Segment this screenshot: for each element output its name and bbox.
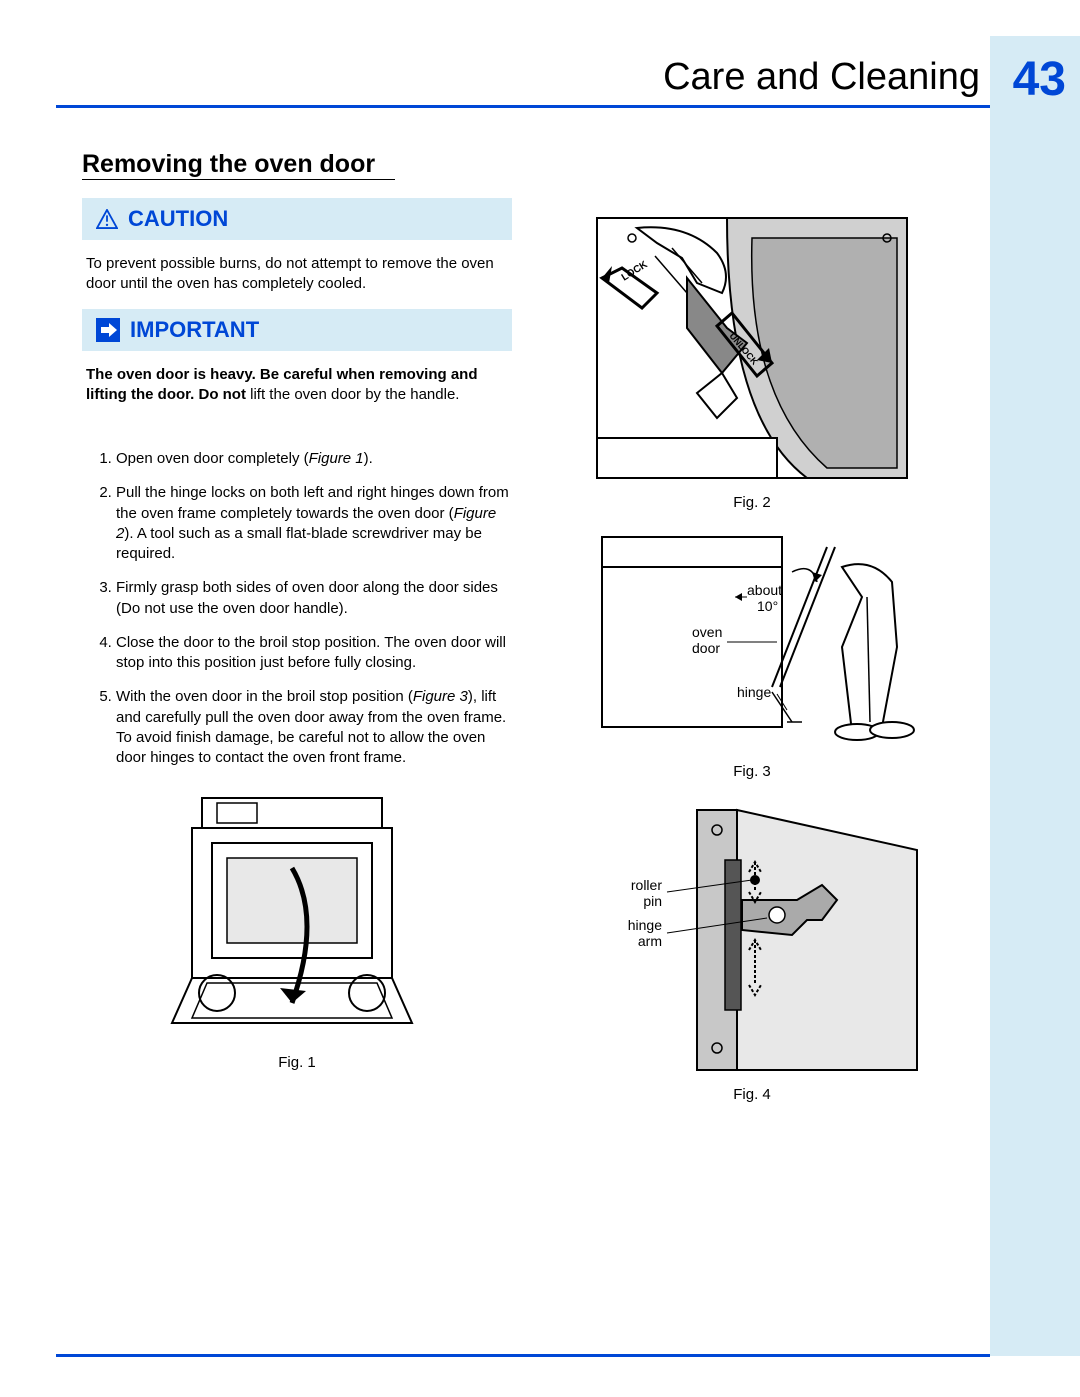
figure-1: Fig. 1 <box>82 788 512 1071</box>
page-number: 43 <box>1013 52 1066 107</box>
caution-body: To prevent possible burns, do not attemp… <box>82 244 512 309</box>
important-box: IMPORTANT <box>82 309 512 351</box>
fig2-caption: Fig. 2 <box>542 494 962 511</box>
section-title: Removing the oven door <box>82 150 395 180</box>
columns: CAUTION To prevent possible burns, do no… <box>82 198 962 1113</box>
fig3-svg: about10° ovendoor hinge <box>562 527 942 757</box>
page-header: Care and Cleaning <box>56 52 990 108</box>
important-rest: lift the oven door by the handle. <box>246 386 459 403</box>
fig2-svg: LOCK UNLOCK <box>577 198 927 488</box>
content: Removing the oven door CAUTION To preven… <box>82 150 962 1113</box>
fig1-caption: Fig. 1 <box>82 1054 512 1071</box>
arrow-right-icon <box>96 318 120 342</box>
footer-rule <box>56 1354 990 1357</box>
figure-3: about10° ovendoor hinge Fig. 3 <box>542 527 962 780</box>
fig3-ovendoor: ovendoor <box>692 624 722 656</box>
step-5: With the oven door in the broil stop pos… <box>116 687 512 768</box>
right-column: LOCK UNLOCK Fig. 2 <box>542 198 962 1113</box>
caution-label: CAUTION <box>128 206 228 232</box>
important-head: IMPORTANT <box>96 317 498 343</box>
fig3-hinge: hinge <box>737 684 771 700</box>
page-tab <box>990 36 1080 1356</box>
caution-head: CAUTION <box>96 206 498 232</box>
header-title: Care and Cleaning <box>663 56 980 99</box>
fig4-roller: rollerpin <box>631 877 662 909</box>
caution-box: CAUTION <box>82 198 512 240</box>
step-4: Close the door to the broil stop positio… <box>116 633 512 674</box>
fig1-svg <box>152 788 442 1048</box>
important-body: The oven door is heavy. Be careful when … <box>82 355 512 420</box>
warning-triangle-icon <box>96 209 118 229</box>
fig4-hingearm: hingearm <box>628 917 662 949</box>
fig3-caption: Fig. 3 <box>542 763 962 780</box>
step-2: Pull the hinge locks on both left and ri… <box>116 483 512 564</box>
fig4-caption: Fig. 4 <box>542 1086 962 1103</box>
figure-2: LOCK UNLOCK Fig. 2 <box>542 198 962 511</box>
step-1: Open oven door completely (Figure 1). <box>116 449 512 469</box>
left-column: CAUTION To prevent possible burns, do no… <box>82 198 512 1113</box>
steps-list: Open oven door completely (Figure 1). Pu… <box>82 449 512 768</box>
figure-4: rollerpin hingearm Fig. 4 <box>542 800 962 1103</box>
step-3: Firmly grasp both sides of oven door alo… <box>116 578 512 619</box>
important-label: IMPORTANT <box>130 317 259 343</box>
fig4-svg: rollerpin hingearm <box>577 800 927 1080</box>
